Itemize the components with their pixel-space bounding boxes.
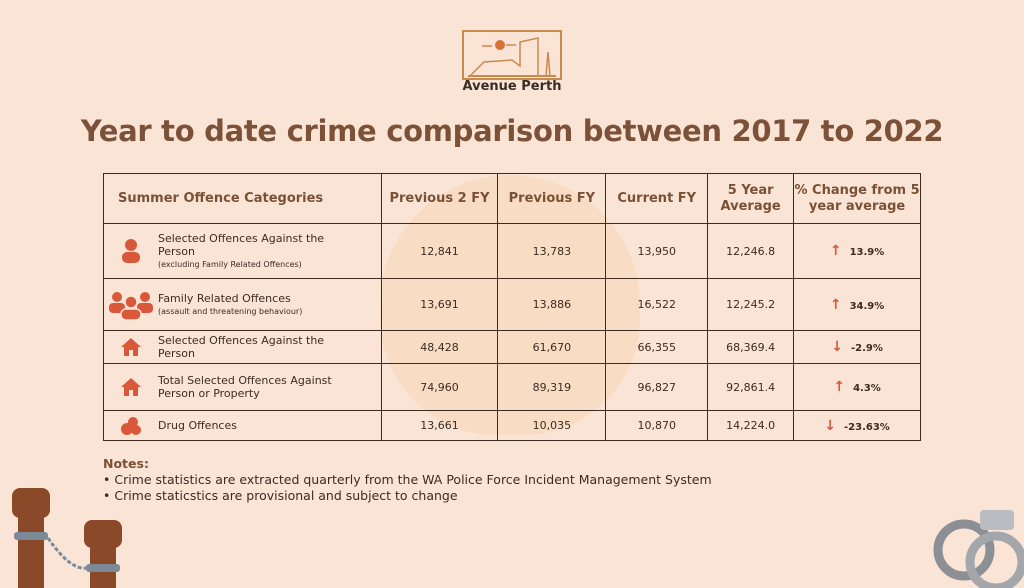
current-cell: 66,355 (605, 330, 709, 364)
change-value: -23.63% (844, 421, 890, 433)
change-cell: ↑ 34.9% (793, 278, 921, 331)
category-cell: Drug Offences (103, 410, 382, 441)
average-cell: 92,861.4 (707, 363, 795, 411)
header-change: % Change from 5 year average (793, 173, 921, 224)
change-cell: ↑ 4.3% (793, 363, 921, 411)
current-cell: 96,827 (605, 363, 709, 411)
prev-cell: 61,670 (497, 330, 607, 364)
current-cell: 10,870 (605, 410, 709, 441)
change-value: -2.9% (850, 343, 883, 354)
note-item: • Crime staticstics are provisional and … (103, 488, 458, 503)
pills-icon (104, 416, 158, 436)
logo (462, 30, 562, 80)
city-skyline-icon (468, 37, 556, 77)
category-cell: Selected Offences Against the Person (103, 330, 382, 364)
category-cell: Selected Offences Against the Person (exc… (103, 223, 382, 279)
arrow-down-icon: ↓ (831, 339, 843, 355)
change-cell: ↑ 13.9% (793, 223, 921, 279)
table-row: Selected Offences Against the Person 48,… (103, 330, 921, 364)
header-prev2: Previous 2 FY (380, 173, 499, 224)
prev-cell: 10,035 (497, 410, 607, 441)
table-row: Total Selected Offences Against Person o… (103, 363, 921, 411)
arrow-up-icon: ↑ (829, 243, 842, 259)
person-icon (104, 238, 158, 264)
header-current: Current FY (605, 173, 709, 224)
table-row: Family Related Offences (assault and thre… (103, 278, 921, 331)
arrow-down-icon: ↓ (824, 417, 837, 434)
prev2-cell: 13,661 (380, 410, 499, 441)
house-icon (104, 377, 158, 397)
change-cell: ↓ -2.9% (793, 330, 921, 364)
prev-cell: 13,783 (497, 223, 607, 279)
category-label: Drug Offences (158, 419, 237, 432)
prev-cell: 89,319 (497, 363, 607, 411)
table-header: Summer Offence Categories Previous 2 FY … (103, 173, 921, 224)
category-cell: Family Related Offences (assault and thre… (103, 278, 382, 331)
crime-table: Summer Offence Categories Previous 2 FY … (103, 173, 921, 441)
table-row: Drug Offences 13,661 10,035 10,870 14,22… (103, 410, 921, 441)
header-category: Summer Offence Categories (103, 173, 382, 224)
average-cell: 14,224.0 (707, 410, 795, 441)
average-cell: 12,246.8 (707, 223, 795, 279)
prev2-cell: 74,960 (380, 363, 499, 411)
change-value: 13.9% (849, 247, 885, 258)
notes-heading: Notes: (103, 456, 149, 471)
category-sublabel: (excluding Family Related Offences) (158, 259, 302, 269)
note-item: • Crime statistics are extracted quarter… (103, 472, 712, 487)
category-cell: Total Selected Offences Against Person o… (103, 363, 382, 411)
raised-fists-icon (12, 488, 122, 588)
category-label: Selected Offences Against the Person (158, 334, 325, 360)
prev2-cell: 12,841 (380, 223, 499, 279)
brand-name: Avenue Perth (462, 79, 562, 94)
average-cell: 12,245.2 (707, 278, 795, 331)
current-cell: 13,950 (605, 223, 709, 279)
page-title: Year to date crime comparison between 20… (80, 114, 944, 148)
table-row: Selected Offences Against the Person (exc… (103, 223, 921, 279)
change-value: 34.9% (849, 300, 885, 312)
change-cell: ↓ -23.63% (793, 410, 921, 441)
category-sublabel: (assault and threatening behaviour) (158, 306, 303, 316)
category-label: Selected Offences Against the Person (158, 231, 325, 258)
prev2-cell: 13,691 (380, 278, 499, 331)
prev2-cell: 48,428 (380, 330, 499, 364)
change-value: 4.3% (853, 383, 881, 394)
arrow-up-icon: ↑ (829, 296, 842, 313)
house-icon (104, 337, 158, 357)
family-icon (104, 290, 158, 320)
notes: Notes: • Crime statistics are extracted … (103, 456, 712, 504)
header-prev: Previous FY (497, 173, 607, 224)
average-cell: 68,369.4 (707, 330, 795, 364)
header-average: 5 Year Average (707, 173, 795, 224)
prev-cell: 13,886 (497, 278, 607, 331)
handcuffs-icon (933, 510, 1024, 588)
category-label: Total Selected Offences Against Person o… (158, 374, 332, 400)
category-label: Family Related Offences (158, 291, 291, 305)
arrow-up-icon: ↑ (833, 379, 846, 395)
current-cell: 16,522 (605, 278, 709, 331)
